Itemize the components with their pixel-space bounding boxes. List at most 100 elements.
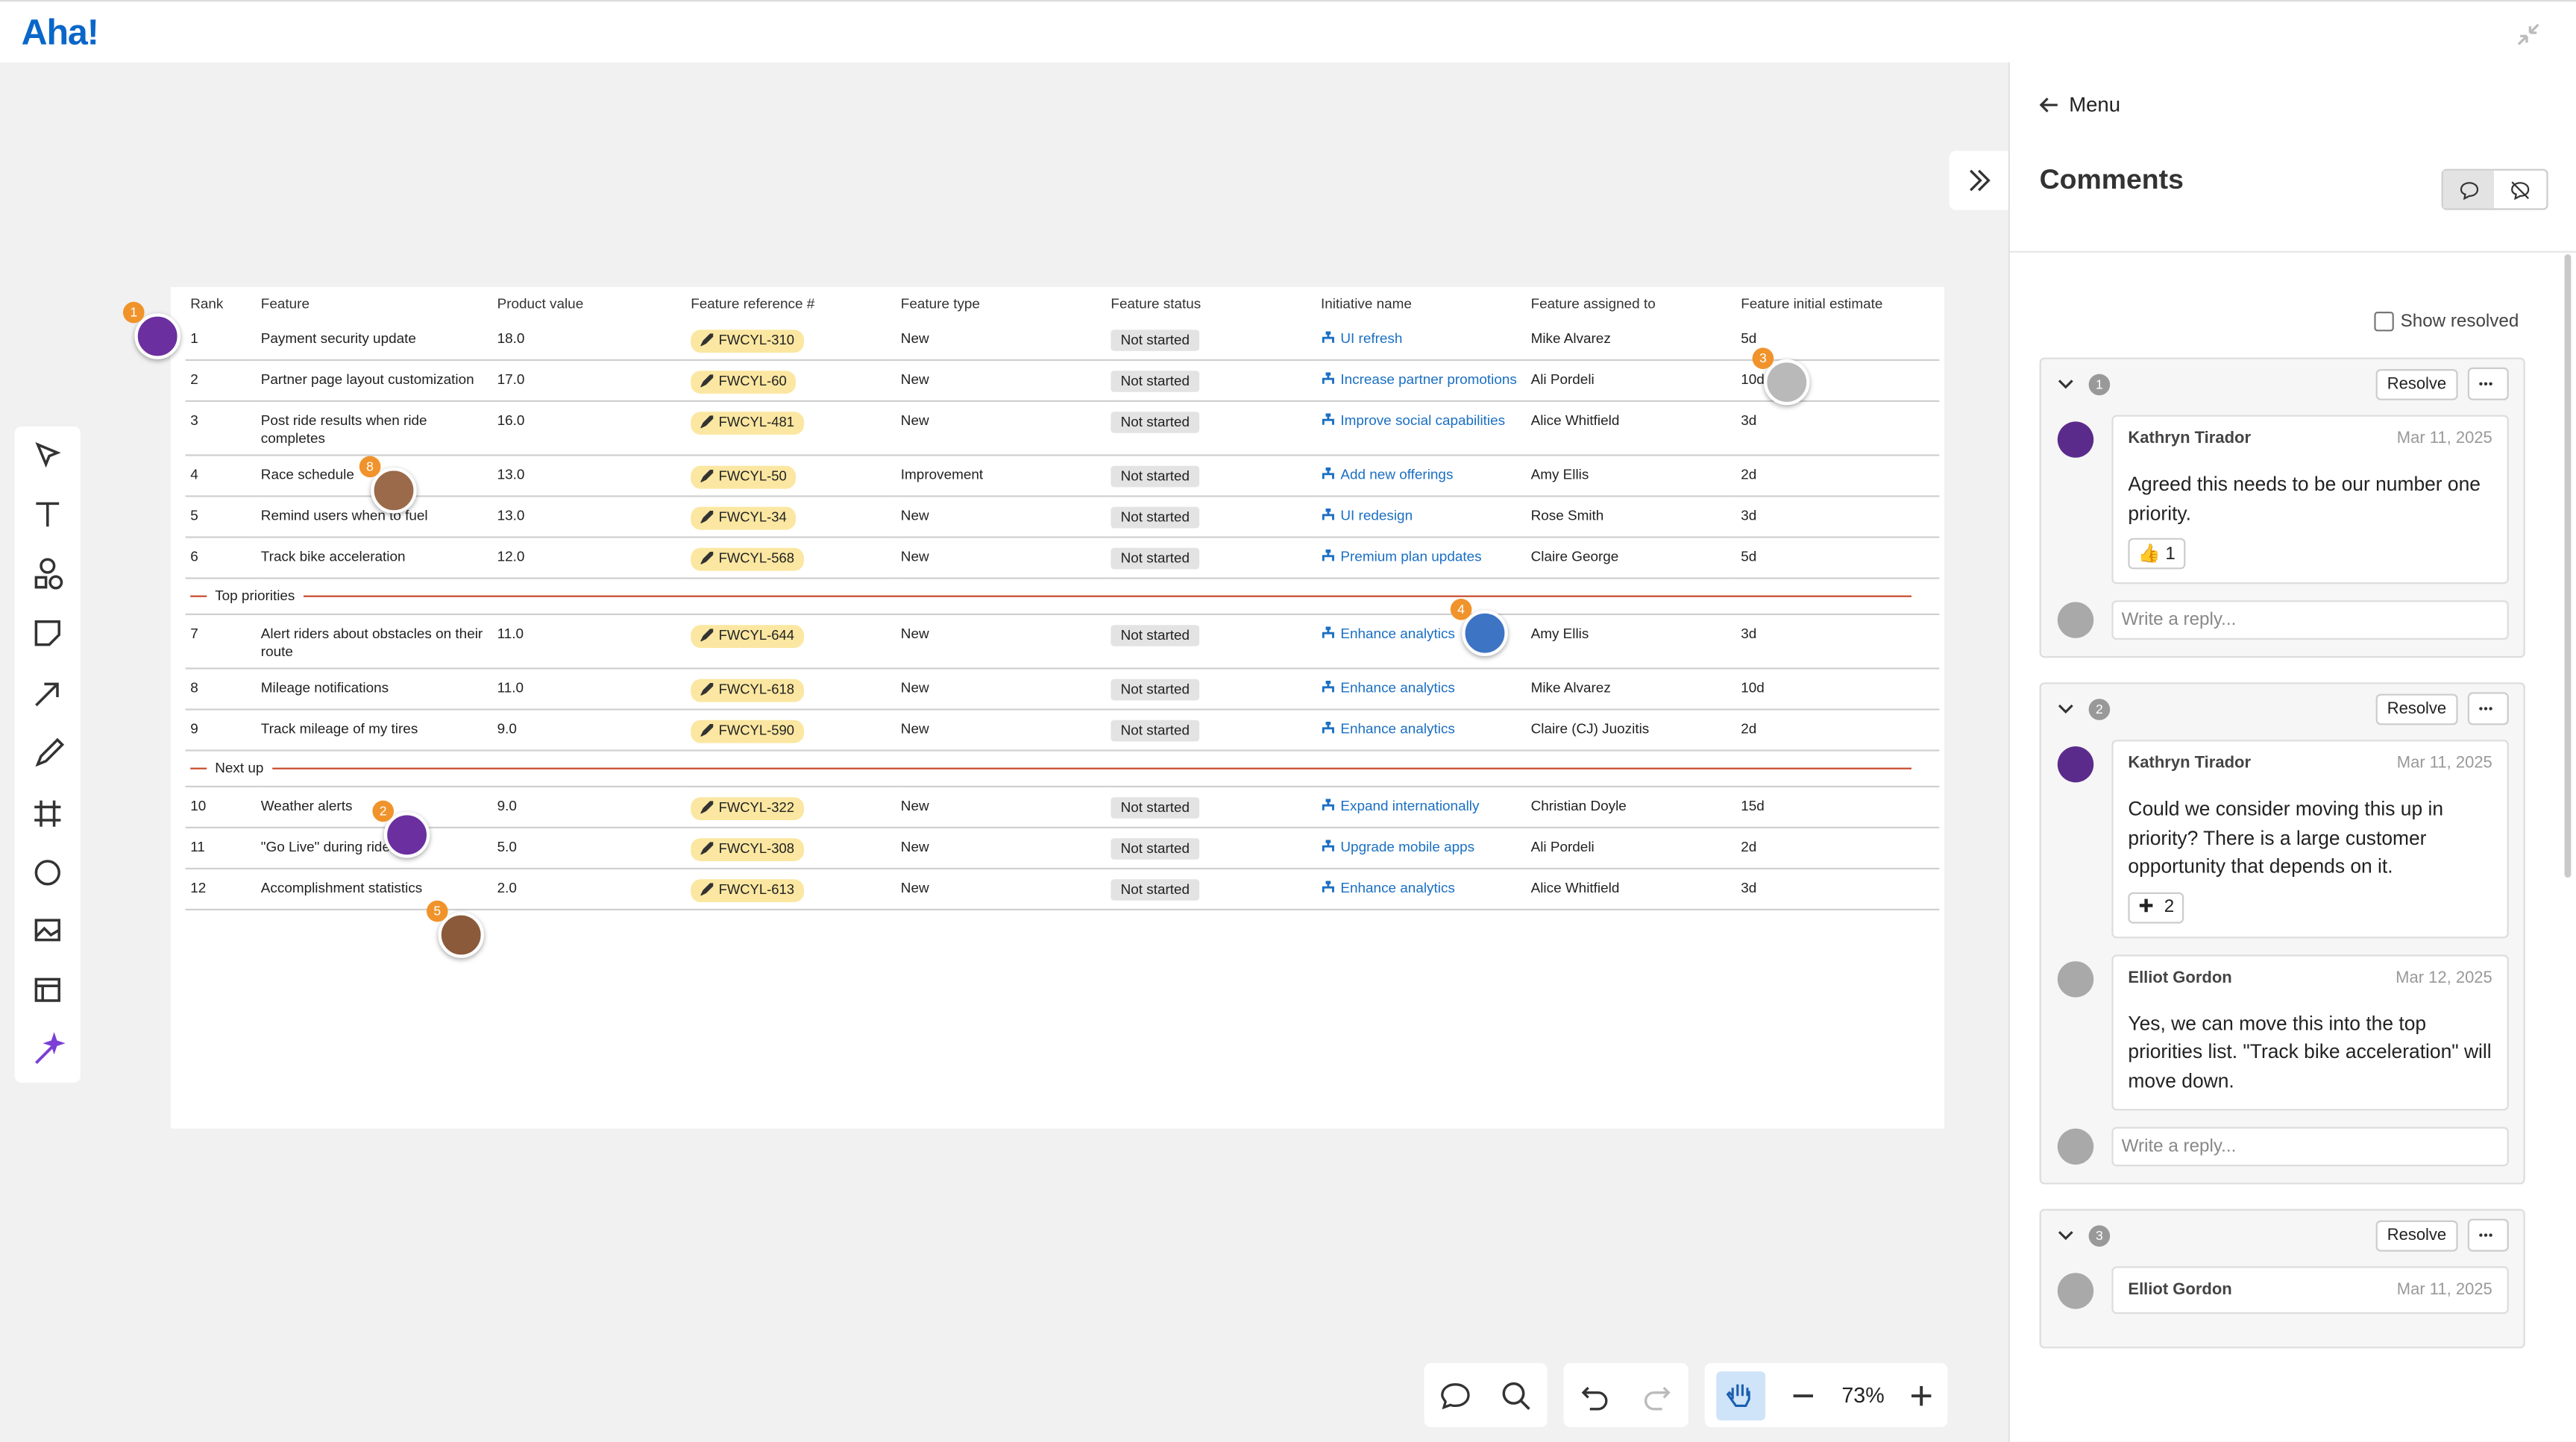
reference-pill[interactable]: FWCYL-60 (691, 371, 797, 394)
resolve-button[interactable]: Resolve (2375, 368, 2458, 400)
pin-badge: 1 (123, 301, 145, 324)
cell-text: 17.0 (497, 371, 525, 388)
comment-card: Kathryn Tirador Mar 11, 2025 Could we cons… (2111, 740, 2509, 938)
checkbox[interactable] (2374, 312, 2394, 332)
reference: FWCYL-644 (718, 626, 794, 643)
initiative[interactable]: Premium plan updates (1321, 548, 1482, 564)
reference: FWCYL-310 (718, 331, 794, 348)
double-chevron (1970, 169, 1991, 192)
hide-comments[interactable] (2494, 171, 2546, 209)
cell: 12 (185, 868, 257, 911)
tool-icons[interactable] (15, 426, 81, 1083)
reply-input[interactable]: Write a reply... (2111, 600, 2509, 640)
reply-input[interactable]: Write a reply... (2111, 1127, 2509, 1167)
reference-pill[interactable]: FWCYL-308 (691, 838, 805, 861)
search-tool[interactable] (1500, 1379, 1533, 1411)
cell: Partner page layout customization (256, 359, 492, 403)
pan-tool[interactable] (1717, 1370, 1767, 1420)
resolve-button[interactable]: Resolve (2375, 1219, 2458, 1251)
cell-text: Partner page layout customization (260, 371, 474, 388)
reference-pill[interactable]: FWCYL-618 (691, 679, 805, 702)
zoom-in[interactable] (1909, 1382, 1935, 1408)
more-button[interactable] (2467, 1218, 2509, 1252)
thread-header: 2 Resolve (2058, 692, 2509, 725)
cell: Not started (1105, 320, 1316, 361)
cell-text: 13.0 (497, 465, 525, 482)
initiative[interactable]: Upgrade mobile apps (1321, 838, 1474, 854)
comment: Elliot Gordon Mar 11, 2025 (2057, 1266, 2509, 1315)
cell: 2d (1735, 709, 1940, 752)
undo[interactable] (1578, 1379, 1611, 1411)
initiative[interactable]: Add new offerings (1321, 466, 1453, 482)
status: Not started (1110, 720, 1200, 742)
type-icon-svg (700, 415, 714, 429)
cell: Payment security update (256, 320, 492, 361)
show-resolved[interactable]: Show resolved (2374, 312, 2519, 332)
cell: 16.0 (492, 400, 686, 456)
cell: FWCYL-644 (685, 614, 896, 670)
initiative-icon-svg (1322, 467, 1334, 479)
cell-text: 18.0 (497, 330, 525, 347)
cell: 10 (185, 786, 257, 829)
avatar (2057, 1128, 2094, 1165)
panel-toggle[interactable] (1949, 151, 2008, 210)
reference-pill[interactable]: FWCYL-50 (691, 465, 797, 489)
cell-text: Alice Whitfield (1530, 412, 1620, 429)
cell: Not started (1105, 455, 1316, 497)
cell-text: 1 (190, 330, 198, 347)
zoom-out[interactable] (1791, 1382, 1817, 1408)
initiative-icon (1321, 372, 1336, 390)
menu-back[interactable]: Menu (2039, 93, 2120, 116)
logo[interactable]: Aha! (21, 11, 99, 53)
history-group (1563, 1363, 1688, 1427)
cell: Accomplishment statistics (256, 868, 492, 911)
cell-text: 2d (1741, 465, 1757, 482)
reference-pill[interactable]: FWCYL-644 (691, 625, 805, 648)
reference-pill[interactable]: FWCYL-310 (691, 330, 805, 353)
collapse-icon[interactable] (2513, 19, 2543, 49)
reference-pill[interactable]: FWCYL-481 (691, 412, 805, 435)
cell-text: Ali Pordeli (1530, 371, 1595, 388)
feature-row: 7 Alert riders about obstacles on their r… (185, 614, 1940, 670)
initiative[interactable]: Enhance analytics (1321, 720, 1455, 737)
cell: Alice Whitfield (1526, 400, 1736, 456)
hide-icon (2511, 180, 2530, 200)
initiative[interactable]: Enhance analytics (1321, 879, 1455, 895)
cell: Not started (1105, 868, 1316, 911)
comment-tool[interactable] (1439, 1379, 1471, 1411)
cell-text: Amy Ellis (1530, 625, 1589, 642)
more-button[interactable] (2467, 367, 2509, 400)
cell: UI redesign (1316, 496, 1526, 538)
reference-pill[interactable]: FWCYL-590 (691, 720, 805, 743)
initiative[interactable]: Improve social capabilities (1321, 412, 1505, 428)
initiative[interactable]: Expand internationally (1321, 797, 1479, 813)
initiative[interactable]: Increase partner promotions (1321, 371, 1517, 387)
cell: "Go Live" during ride (256, 827, 492, 870)
type-icon-svg (700, 723, 714, 737)
reference-pill[interactable]: FWCYL-613 (691, 879, 805, 902)
initiative[interactable]: UI redesign (1321, 507, 1413, 523)
initiative[interactable]: UI refresh (1321, 330, 1402, 346)
resolve-button[interactable]: Resolve (2375, 693, 2458, 725)
cell: 3d (1735, 614, 1940, 670)
thread-header: 3 Resolve (2058, 1218, 2509, 1252)
type-icon (700, 510, 714, 528)
initiative[interactable]: Enhance analytics (1321, 679, 1455, 696)
show-comments[interactable] (2443, 170, 2494, 209)
initiative-name: Improve social capabilities (1340, 412, 1506, 429)
date: Mar 11, 2025 (2396, 429, 2492, 448)
reaction[interactable]: 2 (2128, 891, 2184, 923)
reaction[interactable]: 👍 1 (2128, 538, 2186, 570)
initiative[interactable]: Enhance analytics (1321, 625, 1455, 641)
reference-pill[interactable]: FWCYL-322 (691, 797, 805, 820)
redo[interactable] (1641, 1379, 1674, 1411)
reference-pill[interactable]: FWCYL-568 (691, 547, 805, 571)
cell-text: 3d (1741, 625, 1757, 642)
cell-text: 6 (190, 547, 198, 564)
line (271, 767, 1911, 770)
cell: 12.0 (492, 537, 686, 579)
reference-pill[interactable]: FWCYL-34 (691, 506, 797, 530)
pin-avatar (1462, 610, 1508, 656)
type-icon-svg (700, 469, 714, 483)
more-button[interactable] (2467, 692, 2509, 725)
